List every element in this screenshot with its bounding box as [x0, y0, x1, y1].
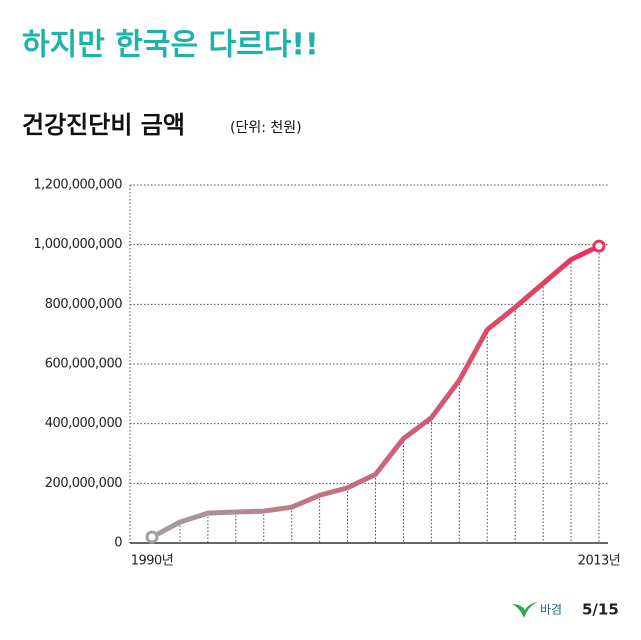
page-title: 하지만 한국은 다르다!!: [22, 28, 319, 63]
start-marker: [145, 530, 159, 544]
end-marker: [592, 239, 606, 253]
logo: 바겸: [540, 603, 562, 617]
y-tick-label: 1,200,000,000: [33, 178, 122, 193]
y-tick-label: 800,000,000: [45, 297, 122, 312]
y-tick-label: 1,000,000,000: [33, 237, 122, 252]
chart-subtitle: (단위: 천원): [230, 120, 302, 136]
logo-icon: [512, 602, 538, 618]
chart-title: 건강진단비 금액: [22, 111, 185, 139]
y-tick-label: 600,000,000: [45, 357, 122, 372]
x-tick-label: 1990년: [131, 554, 174, 569]
y-tick-label: 0: [114, 536, 122, 551]
page-number: 5/15: [582, 601, 619, 619]
y-tick-label: 200,000,000: [45, 476, 122, 491]
y-tick-label: 400,000,000: [45, 416, 122, 431]
x-tick-label: 2013년: [578, 554, 621, 569]
data-line: [149, 243, 602, 540]
